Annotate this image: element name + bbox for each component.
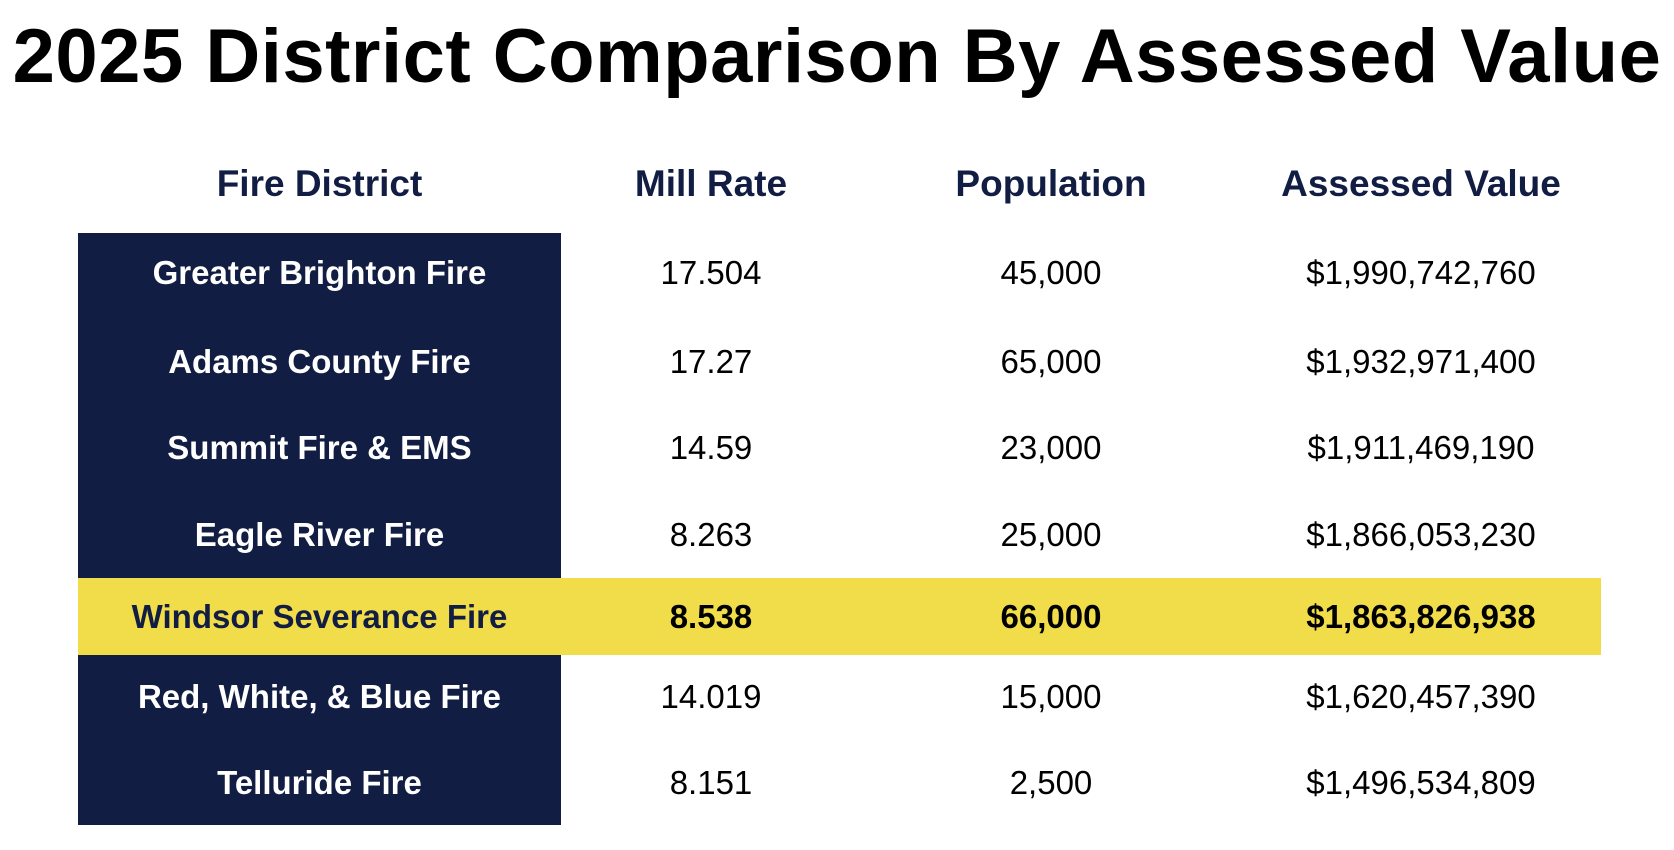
assessed-value: $1,911,469,190 — [1307, 429, 1535, 466]
mill-rate-value: 8.151 — [669, 764, 753, 801]
population-value: 65,000 — [1000, 343, 1102, 380]
mill-rate-value: 17.504 — [660, 254, 762, 291]
district-column-background — [78, 233, 561, 825]
district-name: Adams County Fire — [168, 343, 471, 380]
header-mill-rate: Mill Rate — [634, 163, 788, 204]
assessed-value: $1,866,053,230 — [1306, 516, 1536, 553]
table-row: Adams County Fire 17.27 65,000 $1,932,97… — [0, 322, 1674, 402]
assessed-value: $1,863,826,938 — [1306, 597, 1536, 635]
district-name: Red, White, & Blue Fire — [137, 678, 502, 715]
district-name: Greater Brighton Fire — [152, 254, 487, 291]
population-value: 25,000 — [1000, 516, 1102, 553]
mill-rate-value: 14.019 — [660, 678, 762, 715]
table-row: Summit Fire & EMS 14.59 23,000 $1,911,46… — [0, 408, 1674, 488]
district-name: Summit Fire & EMS — [167, 429, 472, 466]
district-name: Eagle River Fire — [194, 516, 445, 553]
header-assessed-value: Assessed Value — [1281, 163, 1561, 204]
population-value: 23,000 — [1000, 429, 1102, 466]
population-value: 15,000 — [1000, 678, 1102, 715]
table-row: Greater Brighton Fire 17.504 45,000 $1,9… — [0, 233, 1674, 313]
highlighted-row-background — [78, 578, 1601, 655]
table-row-highlighted: Windsor Severance Fire 8.538 66,000 $1,8… — [0, 578, 1674, 655]
district-name: Telluride Fire — [217, 764, 422, 801]
table-row: Red, White, & Blue Fire 14.019 15,000 $1… — [0, 657, 1674, 737]
assessed-value: $1,990,742,760 — [1306, 254, 1536, 291]
population-value: 45,000 — [1000, 254, 1102, 291]
district-name: Windsor Severance Fire — [131, 597, 508, 635]
mill-rate-value: 14.59 — [669, 429, 753, 466]
header-population: Population — [955, 163, 1147, 204]
assessed-value: $1,932,971,400 — [1306, 343, 1536, 380]
mill-rate-value: 8.538 — [669, 597, 753, 635]
assessed-value: $1,496,534,809 — [1306, 764, 1536, 801]
population-value: 2,500 — [1009, 764, 1093, 801]
assessed-value: $1,620,457,390 — [1306, 678, 1536, 715]
table-header-row: Fire District Mill Rate Population Asses… — [0, 150, 1674, 218]
mill-rate-value: 8.263 — [669, 516, 753, 553]
page-title: 2025 District Comparison By Assessed Val… — [12, 14, 1662, 99]
population-value: 66,000 — [1000, 597, 1102, 635]
table-row: Telluride Fire 8.151 2,500 $1,496,534,80… — [0, 743, 1674, 823]
table-row: Eagle River Fire 8.263 25,000 $1,866,053… — [0, 495, 1674, 575]
mill-rate-value: 17.27 — [669, 343, 753, 380]
header-fire-district: Fire District — [216, 163, 423, 204]
